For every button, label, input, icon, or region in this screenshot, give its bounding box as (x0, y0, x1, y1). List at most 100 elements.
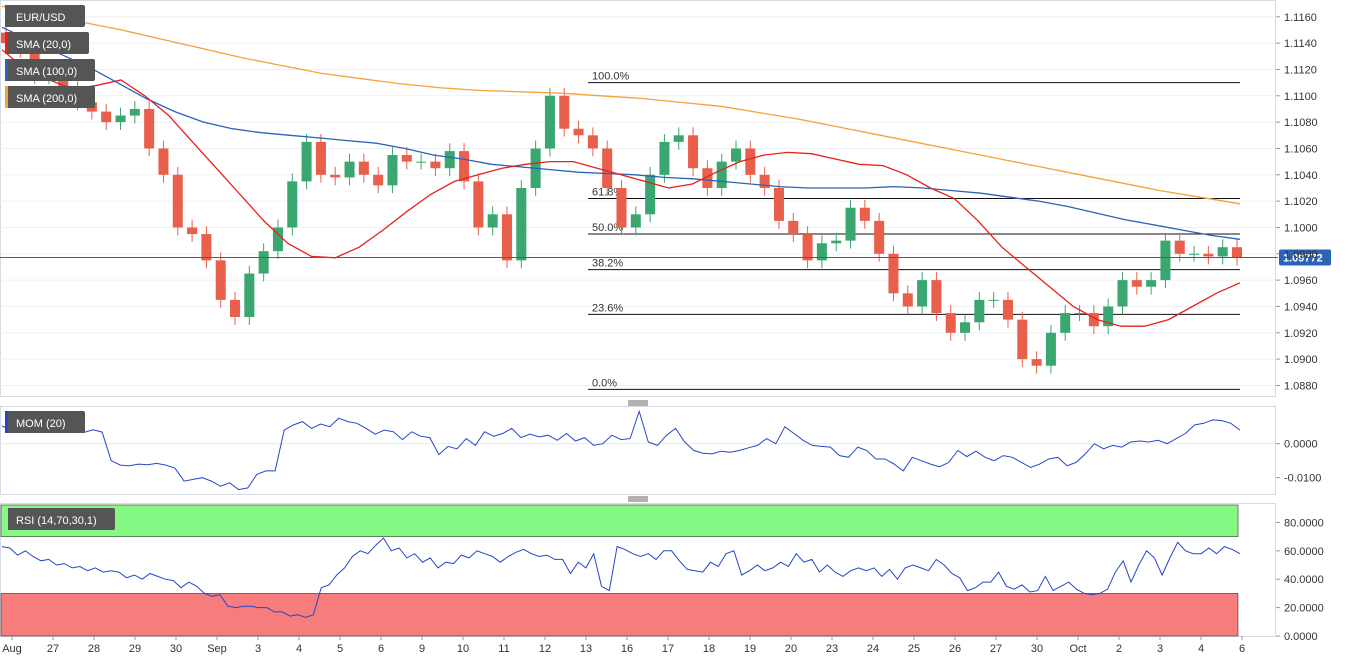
candle (1017, 311, 1028, 368)
candle (459, 143, 470, 190)
x-tick-label: 30 (170, 643, 182, 655)
candle-body (344, 161, 355, 178)
candle-body (158, 148, 169, 175)
candle (931, 272, 942, 321)
rsi-tick-label: 40.0000 (1284, 574, 1324, 586)
candle-body (1031, 359, 1042, 366)
candle (902, 285, 913, 315)
candle (1060, 305, 1071, 341)
candle (816, 235, 827, 269)
candle (1217, 239, 1228, 265)
candle-body (1103, 306, 1114, 327)
candle (401, 147, 412, 170)
candle-body (845, 207, 856, 241)
candle-body (960, 322, 971, 333)
candle (344, 153, 355, 186)
x-tick-label: 6 (378, 643, 384, 655)
legend-rsi-label: RSI (14,70,30,1) (16, 515, 97, 527)
sma-20-line (1, 49, 1241, 327)
candle-body (587, 135, 598, 149)
candle (616, 180, 627, 236)
legend-sma200[interactable]: SMA (200,0) (5, 86, 95, 108)
candle-body (330, 174, 341, 178)
legend-momentum-label: MOM (20) (16, 418, 66, 430)
x-tick-label: 28 (88, 643, 100, 655)
x-tick-label: 2 (1116, 643, 1122, 655)
candle (874, 212, 885, 262)
rsi-tick-label: 0.0000 (1284, 631, 1318, 643)
candle-body (773, 187, 784, 221)
candle (1174, 232, 1185, 262)
candle (287, 173, 298, 236)
candle-body (187, 227, 198, 235)
price-tick-label: 1.1040 (1284, 170, 1318, 182)
candle (172, 166, 183, 236)
x-tick-label: 27 (990, 643, 1002, 655)
candle (373, 166, 384, 194)
candle-body (716, 161, 727, 188)
x-tick-label: 26 (949, 643, 961, 655)
price-tick-label: 1.0920 (1284, 328, 1318, 340)
x-tick-label: 3 (1157, 643, 1163, 655)
candle (272, 219, 283, 260)
candle-body (101, 111, 112, 123)
price-tick-label: 1.0980 (1284, 249, 1318, 261)
candle (416, 153, 427, 170)
candle-body (473, 181, 484, 228)
candle-body (1231, 247, 1243, 258)
candle-body (1002, 299, 1013, 320)
legend-sma100-swatch (5, 59, 8, 81)
candle (1045, 324, 1056, 374)
price-tick-label: 1.1060 (1284, 143, 1318, 155)
legend-symbol[interactable]: EUR/USD (5, 5, 85, 27)
candle-body (859, 207, 870, 221)
x-tick-label: 5 (337, 643, 343, 655)
candle-body (616, 187, 627, 228)
candle (516, 180, 527, 269)
candle (759, 166, 770, 196)
candle-body (974, 299, 985, 323)
candle (215, 252, 226, 308)
momentum-tick-label: -0.0100 (1284, 473, 1321, 485)
legend-rsi[interactable]: RSI (14,70,30,1) (5, 508, 115, 530)
candle-body (1217, 247, 1228, 257)
candle-body (988, 299, 999, 301)
candle-body (702, 168, 713, 188)
candle (630, 206, 641, 236)
legend-sma200-swatch (5, 86, 8, 108)
candle (731, 140, 742, 170)
momentum-resize-handle[interactable] (628, 400, 648, 406)
candle-body (1060, 313, 1071, 333)
candle (602, 140, 613, 196)
candle-body (745, 148, 756, 175)
candle-body (501, 214, 512, 261)
momentum-line (1, 409, 1241, 491)
rsi-resize-handle[interactable] (628, 496, 648, 502)
candle-body (544, 95, 555, 149)
candle (859, 199, 870, 229)
candle-body (201, 234, 212, 261)
candle (1031, 351, 1042, 374)
legend-symbol-label: EUR/USD (16, 12, 66, 24)
candle-body (401, 155, 412, 162)
x-axis-labels: Aug 27 28 29 30 Sep 3 4 5 6 9 10 11 12 13 16 17 18 19 20 23 2… (2, 636, 1245, 655)
x-tick-label: Oct (1069, 643, 1086, 655)
legend-sma100[interactable]: SMA (100,0) (5, 59, 95, 81)
candle (358, 153, 369, 183)
candle (258, 243, 269, 282)
candle (315, 133, 326, 183)
fibonacci-retracement: 100.0% 61.8% 50.0% 38.2% 23.6% 0.0% (588, 71, 1240, 390)
candle-body (230, 299, 241, 317)
legend-momentum[interactable]: MOM (20) (5, 411, 85, 433)
legend-sma20[interactable]: SMA (20,0) (5, 32, 89, 54)
price-tick-label: 1.1140 (1284, 38, 1317, 50)
candle-body (287, 181, 298, 228)
candle (1117, 272, 1128, 315)
candle-body (172, 174, 183, 228)
candlestick-series (0, 24, 1243, 374)
candle-body (1174, 240, 1185, 254)
candle (144, 101, 155, 157)
x-tick-label: 16 (621, 643, 633, 655)
x-tick-label: 18 (703, 643, 715, 655)
candle (1160, 232, 1171, 289)
